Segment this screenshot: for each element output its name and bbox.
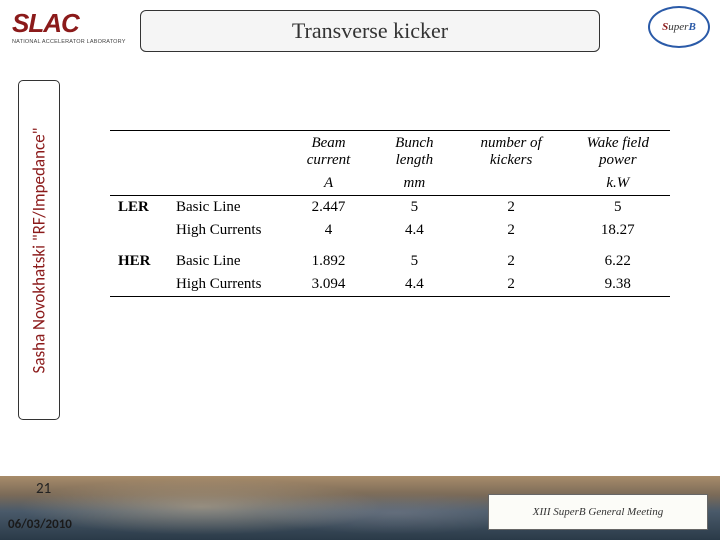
cell-case: Basic Line bbox=[170, 250, 285, 273]
superb-logo: SuperB bbox=[648, 6, 710, 48]
sidebar-author-box: Sasha Novokhatski "RF/Impedance" bbox=[18, 80, 60, 420]
table-header-row: Beam current Bunch length number of kick… bbox=[110, 132, 670, 172]
cell-bunch-length: 5 bbox=[372, 250, 457, 273]
unit-beam-current: A bbox=[285, 172, 372, 196]
slac-logo-subtitle: NATIONAL ACCELERATOR LABORATORY bbox=[12, 39, 132, 45]
cell-case: High Currents bbox=[170, 273, 285, 297]
cell-wake-power: 6.22 bbox=[566, 250, 670, 273]
col-header-wake-power: Wake field power bbox=[566, 132, 670, 172]
slac-logo: SLAC NATIONAL ACCELERATOR LABORATORY bbox=[12, 8, 132, 45]
table-row: HER Basic Line 1.892 5 2 6.22 bbox=[110, 250, 670, 273]
col-header-bunch-length: Bunch length bbox=[372, 132, 457, 172]
table-unit-row: A mm k.W bbox=[110, 172, 670, 196]
cell-bunch-length: 4.4 bbox=[372, 273, 457, 297]
slac-logo-text: SLAC bbox=[12, 8, 132, 39]
cell-case: Basic Line bbox=[170, 196, 285, 219]
unit-bunch-length: mm bbox=[372, 172, 457, 196]
cell-ring bbox=[110, 219, 170, 242]
cell-num-kickers: 2 bbox=[457, 196, 566, 219]
cell-case: High Currents bbox=[170, 219, 285, 242]
table-row bbox=[110, 242, 670, 250]
superb-logo-text: SuperB bbox=[662, 21, 696, 33]
cell-wake-power: 9.38 bbox=[566, 273, 670, 297]
cell-wake-power: 18.27 bbox=[566, 219, 670, 242]
cell-beam-current: 2.447 bbox=[285, 196, 372, 219]
cell-bunch-length: 4.4 bbox=[372, 219, 457, 242]
meeting-text: XIII SuperB General Meeting bbox=[533, 506, 663, 518]
cell-ring: LER bbox=[110, 196, 170, 219]
cell-beam-current: 4 bbox=[285, 219, 372, 242]
table-row: LER Basic Line 2.447 5 2 5 bbox=[110, 196, 670, 219]
unit-wake-power: k.W bbox=[566, 172, 670, 196]
col-header-num-kickers: number of kickers bbox=[457, 132, 566, 172]
cell-bunch-length: 5 bbox=[372, 196, 457, 219]
slide-title: Transverse kicker bbox=[140, 10, 600, 52]
cell-num-kickers: 2 bbox=[457, 219, 566, 242]
cell-beam-current: 3.094 bbox=[285, 273, 372, 297]
cell-num-kickers: 2 bbox=[457, 250, 566, 273]
cell-ring bbox=[110, 273, 170, 297]
data-table: Beam current Bunch length number of kick… bbox=[110, 130, 670, 298]
cell-ring: HER bbox=[110, 250, 170, 273]
table-row: High Currents 4 4.4 2 18.27 bbox=[110, 219, 670, 242]
sidebar-author-text: Sasha Novokhatski "RF/Impedance" bbox=[29, 127, 50, 373]
slide-date: 06/03/2010 bbox=[8, 517, 72, 532]
table-row: High Currents 3.094 4.4 2 9.38 bbox=[110, 273, 670, 297]
meeting-badge: XIII SuperB General Meeting bbox=[488, 494, 708, 530]
meeting-title: XIII SuperB General Meeting bbox=[533, 506, 663, 518]
cell-wake-power: 5 bbox=[566, 196, 670, 219]
cell-beam-current: 1.892 bbox=[285, 250, 372, 273]
slide-number: 21 bbox=[36, 480, 51, 498]
slide-title-text: Transverse kicker bbox=[292, 18, 448, 44]
col-header-beam-current: Beam current bbox=[285, 132, 372, 172]
cell-num-kickers: 2 bbox=[457, 273, 566, 297]
